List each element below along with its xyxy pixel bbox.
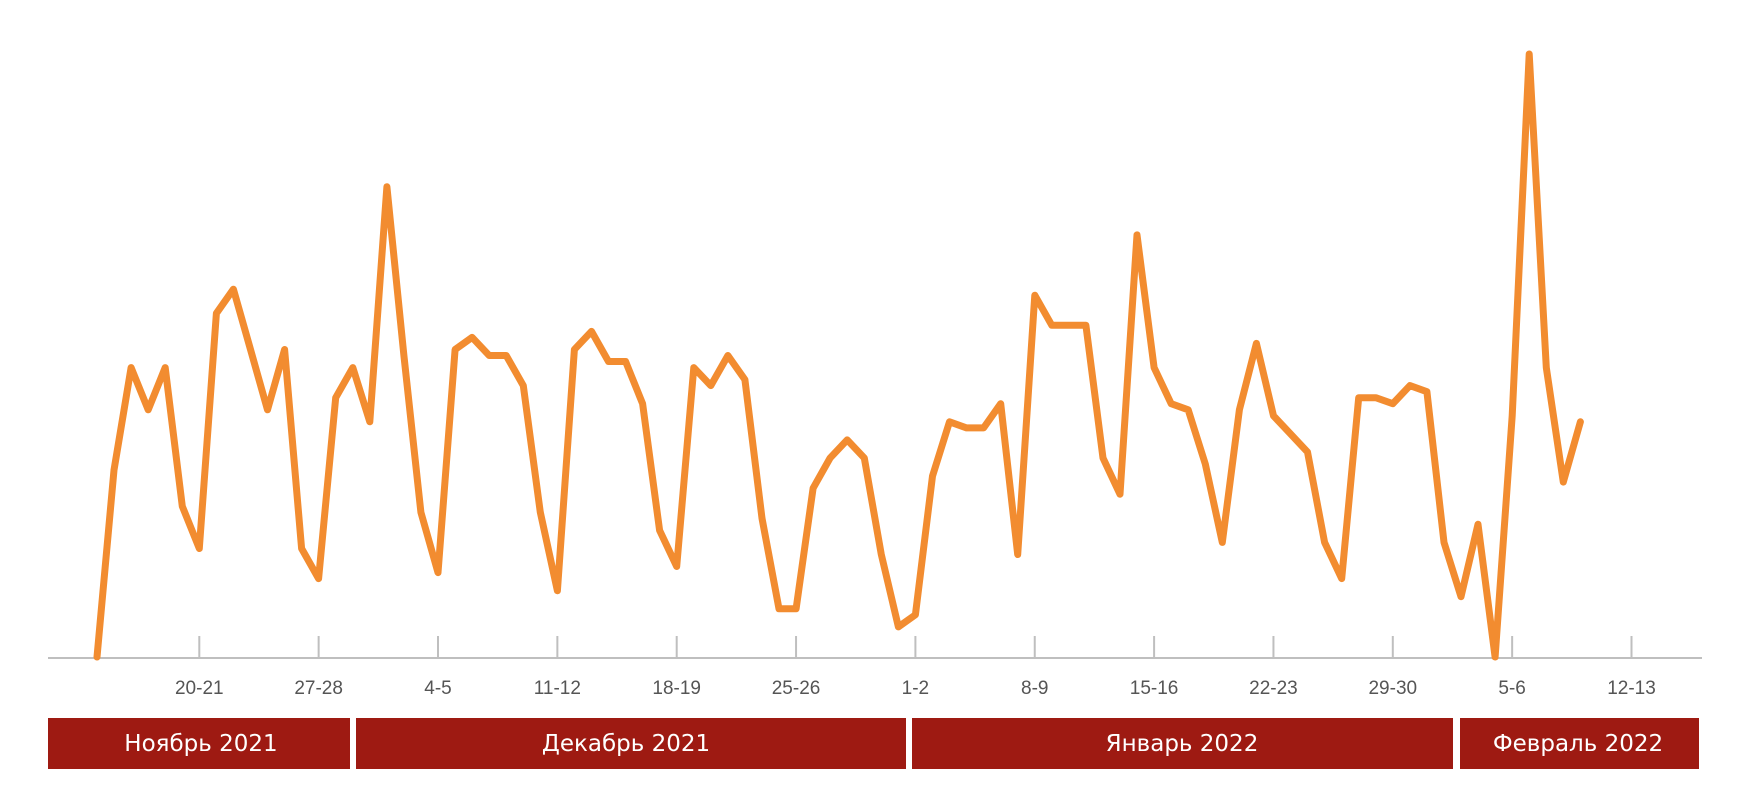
x-tick-label: 4-5 — [424, 678, 451, 699]
x-tick-label: 25-26 — [772, 678, 821, 699]
month-label-november-2021: Ноябрь 2021 — [124, 731, 277, 757]
x-tick-label: 15-16 — [1130, 678, 1179, 699]
month-band-january-2022 — [912, 718, 1453, 769]
x-tick-label: 5-6 — [1498, 678, 1525, 699]
month-label-december-2021: Декабрь 2021 — [542, 731, 710, 757]
month-band-february-2022 — [1460, 718, 1699, 769]
x-tick-label: 11-12 — [534, 678, 581, 699]
x-tick-label: 22-23 — [1249, 678, 1298, 699]
x-axis-ticks — [198, 636, 1633, 658]
month-label-january-2022: Январь 2022 — [1106, 731, 1259, 757]
month-label-february-2022: Февраль 2022 — [1493, 731, 1663, 757]
x-tick-label: 18-19 — [652, 678, 701, 699]
x-tick-label: 27-28 — [294, 678, 343, 699]
series-line — [93, 50, 1584, 661]
x-tick-label: 29-30 — [1368, 678, 1417, 699]
x-tick-label: 8-9 — [1021, 678, 1048, 699]
month-band-november-2021 — [48, 718, 350, 769]
x-axis-tick-labels: 20-21 27-28 4-5 11-12 18-19 25-26 1-2 8-9 15-16 2… — [175, 678, 1656, 699]
x-tick-label: 1-2 — [902, 678, 929, 699]
month-band: Ноябрь 2021 Декабрь 2021 Январь 2022 Фев… — [48, 718, 1699, 769]
month-band-december-2021 — [356, 718, 906, 769]
x-tick-label: 20-21 — [175, 678, 224, 699]
x-tick-label: 12-13 — [1607, 678, 1656, 699]
